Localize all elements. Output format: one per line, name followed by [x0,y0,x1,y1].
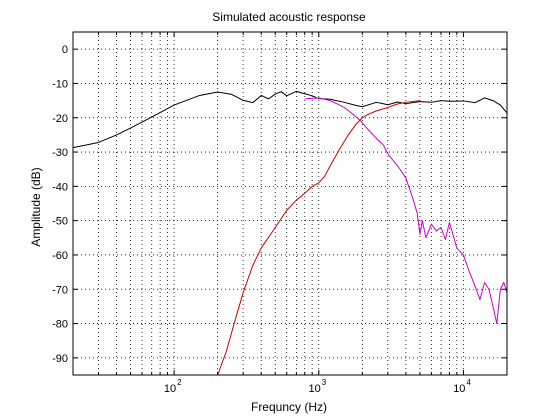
y-tick-label: -60 [52,250,68,262]
y-tick-label: -40 [52,181,68,193]
x-tick-label: 102 [164,378,182,395]
y-tick-label: -20 [52,113,68,125]
y-tick-label: -70 [52,284,68,296]
x-tick-base: 10 [453,383,465,395]
x-tick-label: 103 [309,378,327,395]
series-line-3 [304,97,507,325]
y-tick-label: -30 [52,147,68,159]
x-axis-label: Frequncy (Hz) [251,400,327,414]
series-layer [73,90,507,375]
plot-area [73,32,507,375]
x-tick-exponent: 3 [322,378,327,387]
grid [72,32,508,375]
chart-title: Simulated acoustic response [212,10,366,24]
x-tick-base: 10 [164,383,176,395]
y-tick-label: 0 [62,44,68,56]
series-line-2 [217,100,420,375]
x-tick-exponent: 4 [466,378,471,387]
y-tick-label: -10 [52,78,68,90]
x-tick-label: 104 [453,378,471,395]
y-axis-label: Amplitude (dB) [29,167,43,246]
y-tick-label: -50 [52,216,68,228]
y-tick-label: -90 [52,353,68,365]
x-tick-base: 10 [309,383,321,395]
plot-frame [72,31,508,376]
series-line-1 [73,90,507,149]
y-tick-label: -80 [52,319,68,331]
x-tick-exponent: 2 [177,378,182,387]
